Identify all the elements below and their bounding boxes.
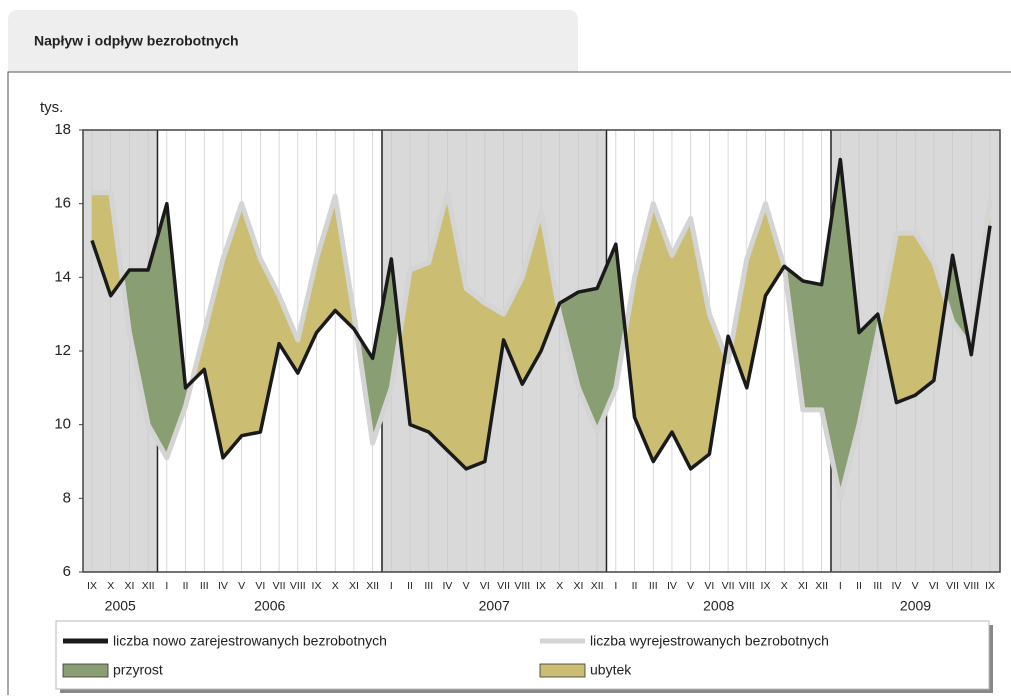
- x-tick-label: III: [424, 580, 433, 592]
- x-tick-label: VII: [946, 580, 959, 592]
- x-tick-label: III: [200, 580, 209, 592]
- x-tick-label: VIII: [290, 580, 306, 592]
- y-tick-label: 16: [54, 195, 71, 212]
- fill-area: [802, 280, 822, 411]
- x-tick-label: IX: [312, 580, 322, 592]
- fill-area: [671, 218, 691, 469]
- x-tick-label: IV: [667, 580, 677, 592]
- x-tick-label: IX: [985, 580, 995, 592]
- legend-swatch: [62, 663, 109, 678]
- series-line: [90, 157, 992, 471]
- x-tick-label: VII: [497, 580, 510, 592]
- x-tick-label: III: [649, 580, 658, 592]
- legend-items: liczba nowo zarejestrowanych bezrobotnyc…: [62, 633, 829, 678]
- legend-swatch: [539, 663, 586, 678]
- x-tick-label: XII: [815, 580, 828, 592]
- x-tick-label: VIII: [963, 580, 979, 592]
- x-tick-label: IX: [87, 580, 97, 592]
- x-tick-label: X: [107, 580, 114, 592]
- x-tick-label: VII: [273, 580, 286, 592]
- x-tick-label: XI: [573, 580, 583, 592]
- y-tick-label: 10: [54, 416, 71, 433]
- x-tick-label: VI: [929, 580, 939, 592]
- legend-label: przyrost: [113, 662, 163, 678]
- x-tick-label: IV: [891, 580, 901, 592]
- x-tick-label: I: [390, 580, 393, 592]
- x-tick-label: II: [183, 580, 189, 592]
- lines: [90, 157, 993, 501]
- x-tick-label: V: [238, 580, 245, 592]
- year-label: 2005: [105, 598, 136, 614]
- legend: [55, 620, 990, 690]
- y-tick-label: 14: [54, 268, 71, 285]
- x-tick-label: VII: [722, 580, 735, 592]
- title-tab: [8, 10, 578, 72]
- x-tick-label: VIII: [514, 580, 530, 592]
- legend-label: liczba nowo zarejestrowanych bezrobotnyc…: [113, 633, 387, 649]
- x-tick-label: XI: [798, 580, 808, 592]
- x-tick-label: I: [614, 580, 617, 592]
- frame: [7, 71, 1011, 695]
- year-label: 2007: [479, 598, 510, 614]
- x-tick-label: IX: [536, 580, 546, 592]
- year-label: 2006: [254, 598, 285, 614]
- x-tick-label: V: [463, 580, 470, 592]
- fill-area: [465, 287, 486, 470]
- y-tick-label: 8: [63, 489, 71, 506]
- x-tick-label: III: [873, 580, 882, 592]
- x-tick-label: IV: [218, 580, 228, 592]
- x-tick-label: I: [165, 580, 168, 592]
- x-tick-label: VI: [704, 580, 714, 592]
- y-tick-label: 12: [54, 342, 71, 359]
- x-tick-label: X: [556, 580, 563, 592]
- x-tick-label: II: [856, 580, 862, 592]
- year-label: 2008: [703, 598, 734, 614]
- x-tick-label: I: [839, 580, 842, 592]
- x-tick-label: X: [332, 580, 339, 592]
- x-tick-label: XII: [591, 580, 604, 592]
- plot-frame: [82, 129, 1001, 573]
- series-line: [92, 190, 993, 501]
- fill-area: [222, 203, 242, 459]
- x-tick-label: VI: [255, 580, 265, 592]
- x-tick-label: IV: [442, 580, 452, 592]
- legend-label: ubytek: [590, 662, 632, 678]
- x-tick-label: II: [632, 580, 638, 592]
- year-label: 2009: [900, 598, 931, 614]
- x-tick-label: XI: [349, 580, 359, 592]
- x-tick-label: IX: [761, 580, 771, 592]
- x-tick-label: XII: [366, 580, 379, 592]
- chart-title: Napływ i odpływ bezrobotnych: [34, 33, 239, 49]
- y-unit: tys.: [40, 99, 63, 116]
- x-tick-label: II: [407, 580, 413, 592]
- x-tick-label: X: [781, 580, 788, 592]
- fill-area: [409, 262, 429, 433]
- x-tick-label: VIII: [739, 580, 755, 592]
- y-tick-label: 18: [54, 121, 71, 138]
- x-tick-label: XII: [142, 580, 155, 592]
- y-tick-label: 6: [63, 563, 71, 580]
- x-tick-label: V: [687, 580, 694, 592]
- x-tick-label: VI: [480, 580, 490, 592]
- x-tick-label: XI: [124, 580, 134, 592]
- fill-area: [896, 232, 916, 403]
- x-tick-label: V: [912, 580, 919, 592]
- legend-label: liczba wyrejestrowanych bezrobotnych: [590, 633, 829, 649]
